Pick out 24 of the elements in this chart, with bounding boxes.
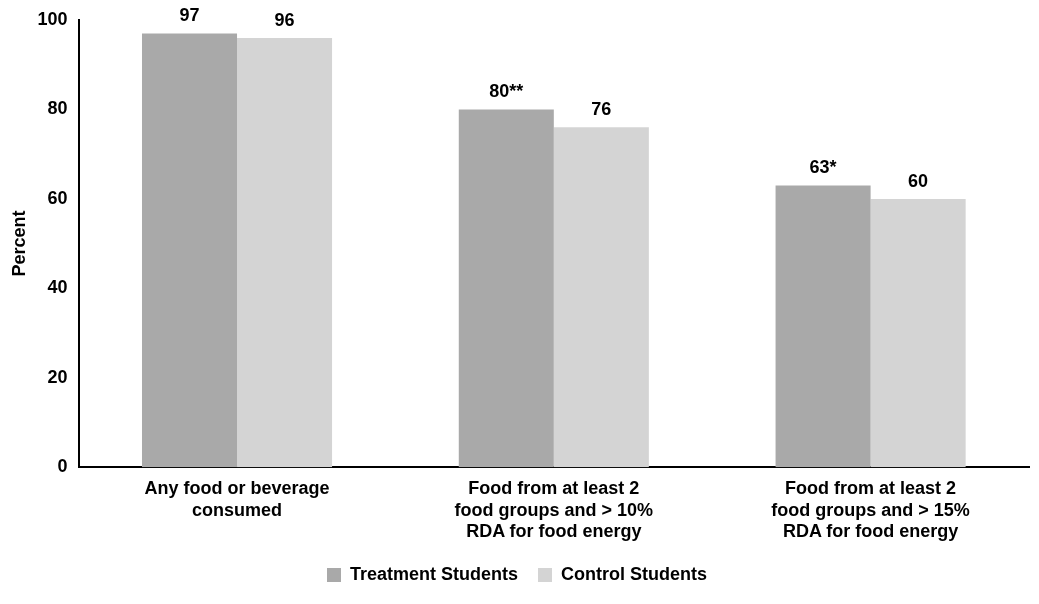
bar bbox=[870, 198, 966, 468]
bar bbox=[553, 127, 649, 468]
data-label: 97 bbox=[179, 5, 200, 26]
y-tick-label: 40 bbox=[47, 277, 68, 298]
data-label: 63* bbox=[809, 157, 837, 178]
x-tick-label: Food from at least 2 food groups and > 10% RDA for food energy bbox=[454, 477, 654, 542]
bar bbox=[141, 33, 238, 468]
x-tick-label: Any food or beverage consumed bbox=[144, 477, 330, 520]
bar bbox=[458, 109, 554, 468]
x-tick-label: Food from at least 2 food groups and > 15% RDA for food energy bbox=[771, 477, 970, 542]
legend-label: Control Students bbox=[561, 563, 708, 584]
data-label: 96 bbox=[274, 9, 295, 30]
data-label: 80** bbox=[489, 81, 524, 102]
bar bbox=[237, 37, 333, 468]
legend-label: Treatment Students bbox=[349, 563, 519, 584]
y-tick-label: 60 bbox=[47, 187, 68, 208]
y-tick-label: 100 bbox=[37, 8, 68, 29]
y-tick-label: 0 bbox=[57, 456, 68, 477]
data-label: 76 bbox=[591, 99, 612, 120]
y-axis-title: Percent bbox=[8, 210, 29, 277]
bar bbox=[775, 185, 871, 468]
y-tick-label: 80 bbox=[47, 98, 68, 119]
y-tick-label: 20 bbox=[47, 366, 68, 387]
data-label: 60 bbox=[908, 170, 929, 191]
